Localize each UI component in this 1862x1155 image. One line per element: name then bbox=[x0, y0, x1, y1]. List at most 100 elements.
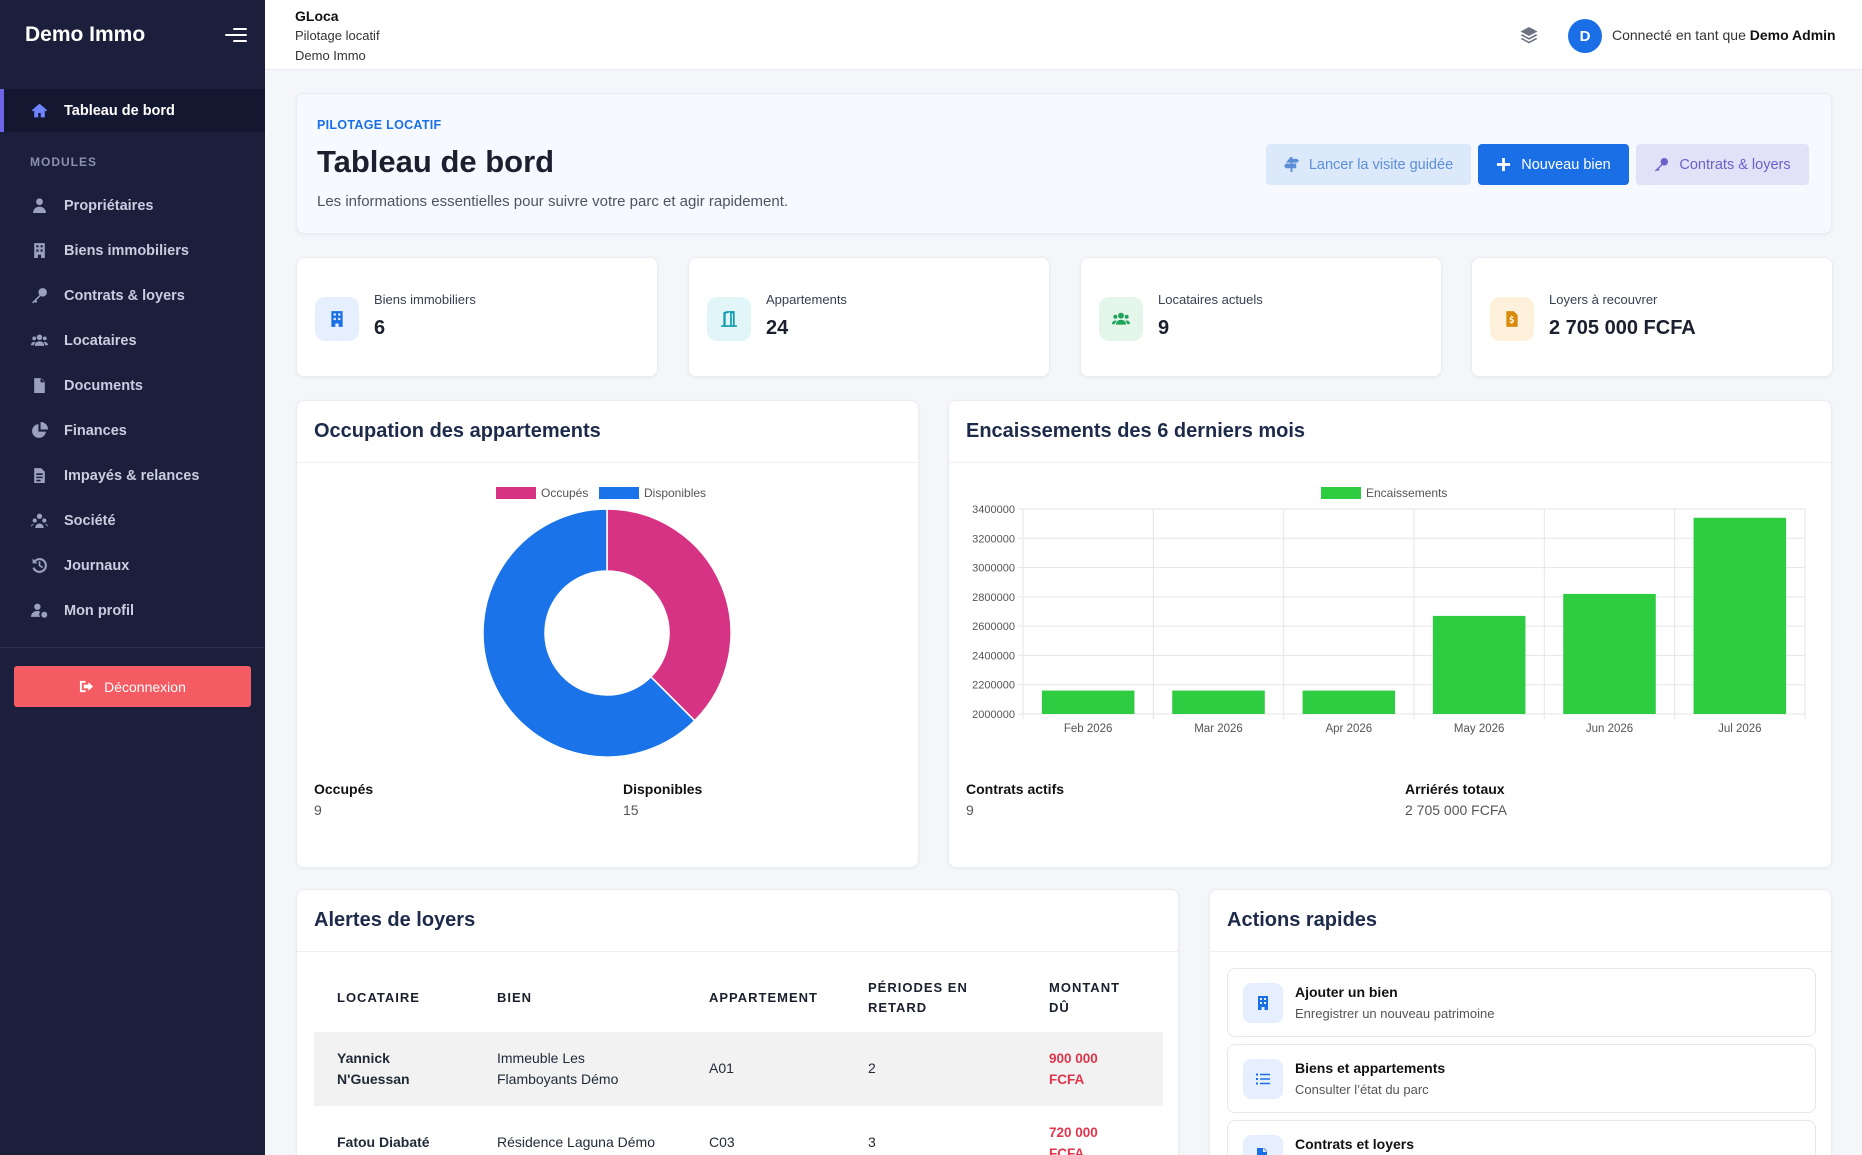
file-icon bbox=[29, 376, 49, 396]
pie-slice-occupés[interactable] bbox=[606, 508, 732, 722]
plus-icon bbox=[1497, 157, 1511, 172]
encaissements-title: Encaissements des 6 derniers mois bbox=[966, 420, 1306, 442]
key-icon bbox=[29, 286, 49, 306]
legend-encaissements[interactable]: Encaissements bbox=[1321, 486, 1447, 500]
cell-amount: 720 000 FCFA bbox=[1049, 1125, 1098, 1155]
bar-may-2026[interactable] bbox=[1432, 615, 1526, 714]
bar-feb-2026[interactable] bbox=[1041, 690, 1135, 714]
building-icon bbox=[29, 241, 49, 261]
contracts-label: Contrats & loyers bbox=[1679, 156, 1791, 173]
user-cog-icon bbox=[29, 601, 49, 621]
topbar: GLoca Pilotage locatif Demo Immo D Conne… bbox=[265, 0, 1862, 70]
stat-value: 24 bbox=[766, 317, 789, 339]
sidebar-item-profil[interactable]: Mon profil bbox=[0, 588, 265, 633]
x-tick-label: Feb 2026 bbox=[1064, 723, 1113, 735]
table-row[interactable]: Fatou Diabaté Résidence Laguna Démo C03 … bbox=[314, 1106, 1163, 1155]
sidebar-item-documents[interactable]: Documents bbox=[0, 363, 265, 408]
occupation-title: Occupation des appartements bbox=[314, 420, 601, 442]
sidebar-item-journaux[interactable]: Journaux bbox=[0, 543, 265, 588]
cell-apartment: C03 bbox=[709, 1134, 735, 1150]
bar-jun-2026[interactable] bbox=[1563, 593, 1656, 714]
bar-apr-2026[interactable] bbox=[1302, 690, 1396, 714]
x-tick-label: Jul 2026 bbox=[1718, 723, 1761, 735]
quick-action-properties[interactable]: Biens et appartements Consulter l’état d… bbox=[1227, 1044, 1816, 1113]
quick-actions-card: Actions rapides Ajouter un bien Enregist… bbox=[1209, 889, 1832, 1155]
sidebar-item-dashboard[interactable]: Tableau de bord bbox=[0, 89, 265, 132]
sidebar-item-contrats[interactable]: Contrats & loyers bbox=[0, 273, 265, 318]
occupation-card: Occupation des appartements Occupés Disp… bbox=[296, 400, 919, 868]
table-row[interactable]: Yannick N'Guessan Immeuble Les Flamboyan… bbox=[314, 1032, 1163, 1106]
signpost-icon bbox=[1283, 157, 1299, 172]
legend-occupes[interactable]: Occupés bbox=[496, 486, 588, 500]
cell-periods: 3 bbox=[868, 1134, 876, 1150]
stat-card-properties: Biens immobiliers 6 bbox=[296, 257, 658, 377]
new-property-label: Nouveau bien bbox=[1521, 156, 1611, 173]
sidebar-item-label: Finances bbox=[64, 422, 127, 439]
disponibles-value: 15 bbox=[623, 802, 639, 818]
quick-action-add-property[interactable]: Ajouter un bien Enregistrer un nouveau p… bbox=[1227, 968, 1816, 1037]
y-tick-label: 3200000 bbox=[972, 533, 1015, 545]
legend-swatch bbox=[599, 487, 639, 499]
menu-toggle-icon[interactable] bbox=[225, 26, 247, 44]
brand-name: Demo Immo bbox=[25, 23, 146, 46]
column-header-bien[interactable]: BIEN bbox=[497, 990, 533, 1005]
sidebar-item-finances[interactable]: Finances bbox=[0, 408, 265, 453]
sidebar-item-impayes[interactable]: Impayés & relances bbox=[0, 453, 265, 498]
encaissements-card: Encaissements des 6 derniers mois Encais… bbox=[948, 400, 1832, 868]
app-subtitle: Pilotage locatif bbox=[295, 28, 380, 43]
sidebar-item-label: Mon profil bbox=[64, 602, 135, 619]
sidebar-item-label: Journaux bbox=[64, 557, 130, 574]
quick-actions-title: Actions rapides bbox=[1227, 909, 1378, 931]
sidebar-item-locataires[interactable]: Locataires bbox=[0, 318, 265, 363]
rent-alerts-title: Alertes de loyers bbox=[314, 909, 476, 931]
quick-action-title: Ajouter un bien bbox=[1295, 984, 1398, 1000]
sidebar-item-proprietaires[interactable]: Propriétaires bbox=[0, 183, 265, 228]
user-prefix: Connecté en tant que bbox=[1612, 27, 1746, 43]
y-tick-label: 2200000 bbox=[972, 680, 1015, 692]
pie-slice-disponibles[interactable] bbox=[482, 508, 696, 758]
layers-icon[interactable] bbox=[1519, 25, 1539, 45]
stat-label: Locataires actuels bbox=[1158, 292, 1263, 307]
cell-apartment: A01 bbox=[709, 1060, 734, 1076]
column-header-montant[interactable]: MONTANT DÛ bbox=[1049, 980, 1121, 1015]
occupes-value: 9 bbox=[314, 802, 322, 818]
column-header-locataire[interactable]: LOCATAIRE bbox=[337, 990, 420, 1005]
contracts-button[interactable]: Contrats & loyers bbox=[1636, 144, 1809, 185]
sidebar-item-biens[interactable]: Biens immobiliers bbox=[0, 228, 265, 273]
total-arrears-value: 2 705 000 FCFA bbox=[1405, 802, 1507, 818]
stat-label: Loyers à recouvrer bbox=[1549, 292, 1658, 307]
x-tick-label: Apr 2026 bbox=[1325, 723, 1372, 735]
quick-action-subtitle: Consulter l’état du parc bbox=[1295, 1082, 1429, 1097]
column-header-appartement[interactable]: APPARTEMENT bbox=[709, 990, 818, 1005]
quick-action-contracts[interactable]: Contrats et loyers bbox=[1227, 1120, 1816, 1155]
user-tie-icon bbox=[29, 196, 49, 216]
bar-jul-2026[interactable] bbox=[1693, 517, 1787, 714]
sidebar: Demo Immo Tableau de bord MODULES Propri… bbox=[0, 0, 265, 1155]
legend-swatch bbox=[496, 487, 536, 499]
sidebar-item-label: Contrats & loyers bbox=[64, 287, 185, 304]
disponibles-label: Disponibles bbox=[623, 781, 703, 797]
column-header-periodes[interactable]: PÉRIODES EN RETARD bbox=[868, 980, 968, 1015]
company-name: Demo Immo bbox=[295, 48, 366, 63]
quick-action-subtitle: Enregistrer un nouveau patrimoine bbox=[1295, 1006, 1495, 1021]
users-icon bbox=[29, 331, 49, 351]
guided-tour-button[interactable]: Lancer la visite guidée bbox=[1266, 144, 1471, 185]
y-tick-label: 2400000 bbox=[972, 650, 1015, 662]
quick-action-title: Biens et appartements bbox=[1295, 1060, 1446, 1076]
sidebar-item-societe[interactable]: Société bbox=[0, 498, 265, 543]
rent-alerts-card: Alertes de loyers LOCATAIRE BIEN APPARTE… bbox=[296, 889, 1179, 1155]
sidebar-brand: Demo Immo bbox=[0, 0, 265, 70]
avatar[interactable]: D bbox=[1568, 19, 1602, 53]
bar-mar-2026[interactable] bbox=[1172, 690, 1265, 714]
stat-value: 9 bbox=[1158, 317, 1170, 339]
sidebar-item-label: Société bbox=[64, 512, 116, 529]
legend-label: Encaissements bbox=[1366, 486, 1448, 500]
sidebar-item-label: Impayés & relances bbox=[64, 467, 200, 484]
x-tick-label: Mar 2026 bbox=[1194, 723, 1243, 735]
legend-disponibles[interactable]: Disponibles bbox=[599, 486, 706, 500]
invoice-icon bbox=[29, 466, 49, 486]
logout-button[interactable]: Déconnexion bbox=[14, 666, 251, 707]
occupes-label: Occupés bbox=[314, 781, 374, 797]
new-property-button[interactable]: Nouveau bien bbox=[1478, 144, 1629, 185]
pie-chart-icon bbox=[29, 421, 49, 441]
